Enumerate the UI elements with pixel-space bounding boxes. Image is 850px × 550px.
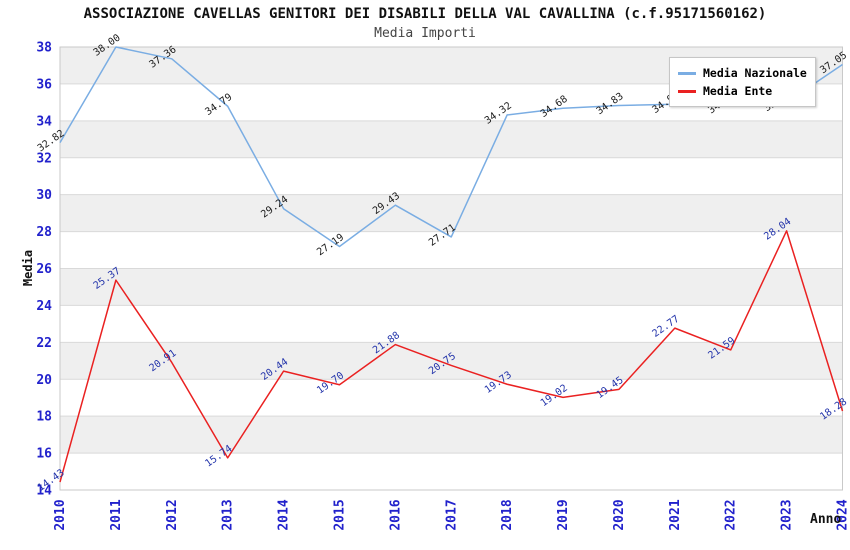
plot-border — [59, 46, 843, 491]
grid-band — [60, 416, 843, 454]
grid-band — [60, 342, 843, 380]
grid-band — [60, 379, 843, 417]
grid-band — [60, 305, 843, 343]
grid-band — [60, 453, 843, 490]
y-tick-label: 36 — [36, 77, 52, 92]
grid-band — [60, 157, 843, 195]
x-tick-label: 2021 — [668, 499, 683, 530]
x-tick-label: 2020 — [612, 499, 627, 530]
y-tick-label: 28 — [36, 225, 52, 240]
x-tick-label: 2017 — [444, 499, 459, 530]
x-tick-label: 2018 — [500, 499, 515, 530]
chart-title: ASSOCIAZIONE CAVELLAS GENITORI DEI DISAB… — [83, 6, 767, 22]
legend-label-media-ente: Media Ente — [703, 84, 773, 98]
chart-subtitle: Media Importi — [374, 26, 476, 41]
legend-item-media-ente: Media Ente — [678, 82, 807, 100]
x-tick-label: 2023 — [780, 499, 795, 530]
x-tick-label: 2013 — [221, 499, 236, 530]
series-line-media-ente — [59, 230, 844, 483]
grid-band — [60, 120, 843, 158]
y-tick-label: 32 — [36, 151, 52, 166]
grid-band — [60, 231, 843, 269]
x-tick-label: 2024 — [836, 499, 850, 530]
x-tick-label: 2012 — [165, 499, 180, 530]
x-tick-label: 2016 — [388, 499, 403, 530]
y-tick-label: 30 — [36, 188, 52, 203]
y-tick-label: 24 — [36, 299, 52, 314]
y-tick-label: 20 — [36, 373, 52, 388]
x-axis-title: Anno — [810, 512, 842, 527]
grid-band — [60, 194, 843, 232]
media-nazionale-line-swatch — [678, 71, 696, 75]
y-tick-label: 22 — [36, 336, 52, 351]
x-tick-label: 2019 — [556, 499, 571, 530]
y-tick-label: 34 — [36, 114, 52, 129]
grid-band — [60, 268, 843, 306]
x-tick-label: 2010 — [53, 499, 68, 530]
y-tick-label: 26 — [36, 262, 52, 277]
x-tick-label: 2022 — [724, 499, 739, 530]
legend-label-media-nazionale: Media Nazionale — [703, 66, 807, 80]
y-tick-label: 18 — [36, 410, 52, 425]
x-tick-label: 2015 — [332, 499, 347, 530]
legend-item-media-nazionale: Media Nazionale — [678, 64, 807, 82]
y-tick-label: 16 — [36, 447, 52, 462]
x-tick-label: 2014 — [277, 499, 292, 530]
y-tick-label: 14 — [36, 484, 52, 499]
x-tick-label: 2011 — [109, 499, 124, 530]
y-tick-label: 38 — [36, 41, 52, 56]
legend-box: Media Nazionale Media Ente — [669, 57, 816, 107]
media-ente-line-swatch — [678, 89, 696, 93]
